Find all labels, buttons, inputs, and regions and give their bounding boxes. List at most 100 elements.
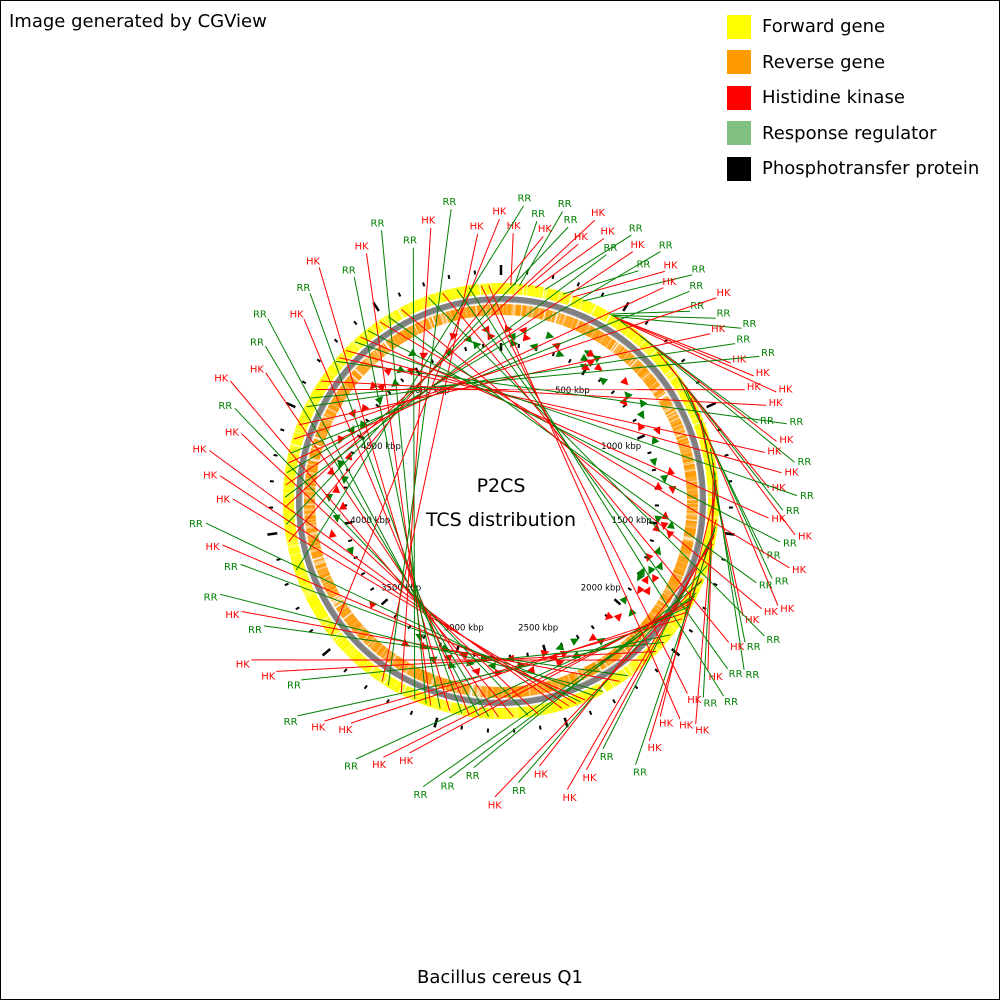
forward-gene-mark xyxy=(432,697,438,709)
reverse-gene-mark xyxy=(355,367,365,376)
reverse-gene-mark xyxy=(318,571,330,577)
reverse-gene-mark xyxy=(307,462,319,466)
reverse-gene-mark xyxy=(313,557,325,563)
forward-gene-mark xyxy=(292,436,304,442)
reverse-gene-mark xyxy=(359,630,369,640)
reverse-gene-mark xyxy=(489,686,492,698)
reverse-gene-mark xyxy=(658,396,669,404)
hk-label: HK xyxy=(679,721,694,732)
label-leader-line xyxy=(690,397,779,606)
forward-gene-mark xyxy=(691,414,702,421)
rr-label: RR xyxy=(600,752,614,763)
reverse-gene-mark xyxy=(664,407,676,415)
reverse-gene-mark xyxy=(681,454,693,459)
reverse-gene-mark xyxy=(464,683,469,695)
forward-gene-mark xyxy=(424,694,430,706)
forward-gene-mark xyxy=(396,309,403,320)
reverse-gene-mark xyxy=(307,537,319,542)
reverse-gene-mark xyxy=(373,350,382,360)
reverse-gene-mark xyxy=(600,334,608,345)
rr-marker xyxy=(599,377,608,386)
forward-gene-mark xyxy=(294,430,306,436)
forward-gene-mark xyxy=(565,697,571,709)
forward-gene-mark xyxy=(527,706,531,718)
hk-label: HK xyxy=(192,445,207,456)
reverse-gene-mark xyxy=(371,640,380,651)
forward-gene-mark xyxy=(613,674,621,685)
legend-swatch-forward xyxy=(727,14,751,39)
hk-label: HK xyxy=(711,324,726,335)
hk-marker xyxy=(339,501,348,510)
reverse-gene-mark xyxy=(527,306,531,318)
reverse-gene-mark xyxy=(659,397,670,405)
reverse-gene-mark xyxy=(615,646,624,657)
label-leader-line xyxy=(381,230,427,704)
legend-swatch-hk xyxy=(727,85,751,110)
reverse-gene-mark xyxy=(679,447,691,452)
forward-gene-mark xyxy=(556,291,562,303)
forward-gene-mark xyxy=(690,414,702,421)
reverse-gene-mark xyxy=(572,319,578,330)
reverse-gene-mark xyxy=(588,327,596,338)
reverse-gene-mark xyxy=(311,552,323,558)
hk-label: HK xyxy=(492,207,507,218)
rr-marker xyxy=(653,546,662,556)
outer-tick xyxy=(321,648,332,657)
hk-label: HK xyxy=(745,615,760,626)
reverse-gene-mark xyxy=(463,307,468,319)
label-leader-line xyxy=(321,380,767,406)
reverse-gene-mark xyxy=(669,416,680,423)
hk-marker xyxy=(638,422,646,432)
reverse-gene-mark xyxy=(628,357,638,367)
outer-tick xyxy=(409,710,414,716)
reverse-gene-mark xyxy=(511,686,514,698)
reverse-gene-mark xyxy=(658,598,669,606)
reverse-gene-mark xyxy=(653,606,664,615)
reverse-gene-mark xyxy=(591,328,599,340)
rr-label: RR xyxy=(633,767,647,778)
rr-marker xyxy=(651,435,660,445)
reverse-gene-mark xyxy=(477,305,480,317)
reverse-gene-mark xyxy=(526,305,530,317)
reverse-gene-mark xyxy=(475,305,478,317)
reverse-gene-mark xyxy=(672,423,683,430)
forward-gene-mark xyxy=(283,479,295,483)
reverse-gene-mark xyxy=(572,672,579,683)
reverse-gene-mark xyxy=(540,682,545,694)
reverse-gene-mark xyxy=(683,461,695,465)
reverse-gene-mark xyxy=(345,614,355,623)
reverse-gene-mark xyxy=(343,613,354,621)
hk-label: HK xyxy=(216,495,231,506)
forward-gene-mark xyxy=(354,654,363,664)
hk-label: HK xyxy=(470,222,485,233)
reverse-gene-mark xyxy=(661,400,672,408)
forward-gene-mark xyxy=(531,285,536,297)
label-leader-line xyxy=(488,285,681,720)
hk-marker xyxy=(661,511,669,520)
reverse-gene-mark xyxy=(668,415,680,422)
outer-tick xyxy=(680,358,686,363)
reverse-gene-mark xyxy=(328,591,340,598)
label-leader-line xyxy=(288,287,664,464)
outer-tick xyxy=(397,292,402,297)
forward-gene-mark xyxy=(566,294,572,306)
rr-label: RR xyxy=(296,283,310,294)
forward-gene-mark xyxy=(338,639,348,648)
rr-label: RR xyxy=(736,335,750,346)
rr-label: RR xyxy=(789,417,803,428)
hk-label: HK xyxy=(771,514,786,525)
label-leader-line xyxy=(219,475,570,707)
forward-gene-mark xyxy=(392,680,400,691)
hk-label: HK xyxy=(659,719,674,730)
reverse-gene-mark xyxy=(622,351,631,362)
inner-tick xyxy=(347,539,353,543)
forward-gene-mark xyxy=(319,616,330,624)
forward-gene-mark xyxy=(285,530,297,534)
forward-gene-mark xyxy=(413,690,420,702)
forward-gene-mark xyxy=(287,543,299,548)
reverse-gene-mark xyxy=(477,685,481,697)
forward-gene-mark xyxy=(309,395,320,403)
forward-gene-mark xyxy=(370,325,379,336)
reverse-gene-mark xyxy=(344,614,355,623)
